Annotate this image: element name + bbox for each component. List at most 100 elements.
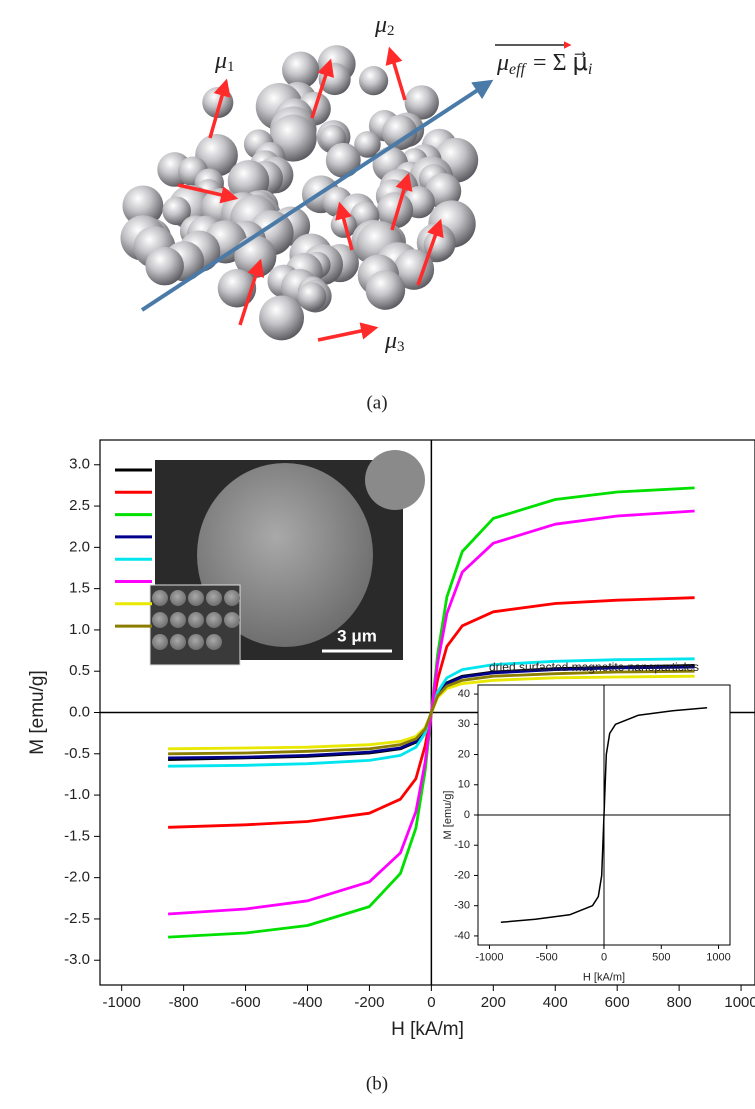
index: 3	[397, 339, 405, 355]
moment-label: μ2	[374, 12, 395, 40]
y-tick-label: -2.5	[64, 910, 90, 927]
particle	[354, 131, 381, 158]
x-tick-label: 1000	[706, 952, 730, 964]
chart-title: dried surfacted magnetite nanoparticles	[489, 660, 699, 674]
x-tick-label: -1000	[475, 952, 503, 964]
particle	[381, 114, 418, 151]
y-tick-label: -2.0	[64, 869, 90, 886]
moment-arrow	[208, 78, 231, 139]
x-tick-label: -200	[354, 994, 384, 1011]
y-tick-label: 0.5	[69, 662, 90, 679]
effective-moment-arrow	[140, 79, 494, 312]
y-tick-label: 30	[458, 718, 470, 730]
micrograph-grain	[224, 612, 240, 628]
y-tick-label: 2.5	[69, 497, 90, 514]
x-tick-label: -1000	[102, 994, 140, 1011]
moment-arrow	[390, 172, 413, 231]
symbol: μ	[384, 328, 397, 354]
micrograph-grain	[224, 590, 240, 606]
formula-sub: eff	[509, 61, 528, 78]
y-tick-label: 1.5	[69, 580, 90, 597]
y-tick-label: 10	[458, 779, 470, 791]
moment-label: μ3	[384, 328, 405, 356]
symbol: μ	[374, 12, 387, 38]
series-line	[500, 706, 708, 924]
symbol: μ	[214, 48, 227, 74]
micrograph-grain	[206, 634, 222, 650]
x-axis-label: H [kA/m]	[391, 1019, 464, 1040]
moment-arrow	[238, 258, 265, 326]
particle	[145, 246, 184, 286]
moment-arrow	[385, 46, 407, 101]
series-line	[168, 669, 695, 756]
formula-lhs: μ	[496, 50, 509, 76]
x-tick-label: 500	[652, 952, 670, 964]
y-tick-label: 0	[464, 809, 470, 821]
particle	[393, 249, 435, 290]
y-tick-label: -0.5	[64, 745, 90, 762]
x-axis-label: H [kA/m]	[583, 972, 625, 984]
x-tick-label: -500	[536, 952, 558, 964]
micrograph-grain	[152, 612, 168, 628]
moment-arrow	[317, 322, 379, 342]
y-tick-label: 0.0	[69, 703, 90, 720]
micrograph-grain	[206, 612, 222, 628]
moment-arrow	[335, 201, 354, 251]
micrograph-grain	[188, 612, 204, 628]
caption: (b)	[366, 1073, 388, 1094]
index: 1	[227, 59, 235, 75]
chart: 3 μm-1000 -800 -600 -400 -200 0 200 400 600 800 10…	[27, 439, 755, 1040]
particle	[162, 196, 191, 226]
particle	[282, 51, 320, 89]
y-tick-label: -20	[454, 869, 470, 881]
y-tick-label: -30	[454, 900, 470, 912]
scale-bar-label: 3 μm	[337, 626, 377, 645]
index: 2	[387, 23, 395, 39]
x-tick-label: 0	[427, 994, 435, 1011]
micrograph-particle	[365, 450, 425, 510]
x-tick-label: 200	[481, 994, 506, 1011]
micrograph-grain	[152, 634, 168, 650]
x-tick-label: -400	[292, 994, 322, 1011]
micrograph-grain	[152, 590, 168, 606]
y-tick-label: -10	[454, 839, 470, 851]
particle	[376, 192, 414, 229]
particle	[297, 282, 327, 312]
y-tick-label: 20	[458, 748, 470, 760]
x-tick-label: 800	[667, 994, 692, 1011]
y-tick-label: 1.0	[69, 621, 90, 638]
moment-arrow	[310, 58, 335, 119]
x-tick-label: -600	[231, 994, 261, 1011]
particle	[259, 295, 305, 341]
particle	[122, 185, 164, 227]
moment-arrow	[416, 218, 444, 286]
particle	[217, 269, 257, 308]
y-tick-label: -3.0	[64, 951, 90, 968]
y-tick-label: -1.0	[64, 786, 90, 803]
y-axis-label: M [emu/g]	[442, 791, 454, 840]
x-tick-label: 400	[543, 994, 568, 1011]
x-tick-label: 1000	[724, 994, 755, 1011]
y-tick-label: -1.5	[64, 827, 90, 844]
particle	[365, 270, 406, 310]
y-tick-label: 2.0	[69, 538, 90, 555]
micrograph-grain	[170, 612, 186, 628]
micrograph-grain	[188, 634, 204, 650]
x-tick-label: -800	[169, 994, 199, 1011]
micrograph-grain	[188, 590, 204, 606]
formula-rhs: = Σ μ⃗	[533, 50, 588, 76]
y-axis-label: M [emu/g]	[27, 670, 48, 754]
moment-arrows	[140, 46, 494, 342]
formula: μeff = Σ μ⃗i	[496, 50, 592, 78]
y-tick-label: 40	[458, 688, 470, 700]
micrograph-particle	[197, 463, 373, 647]
formula-sub: i	[588, 61, 592, 78]
x-tick-label: 0	[601, 952, 607, 964]
particle	[404, 85, 439, 120]
y-tick-label: 3.0	[69, 456, 90, 473]
particle	[234, 235, 277, 278]
micrograph-grain	[170, 590, 186, 606]
caption: (a)	[366, 392, 387, 413]
x-tick-label: 600	[605, 994, 630, 1011]
